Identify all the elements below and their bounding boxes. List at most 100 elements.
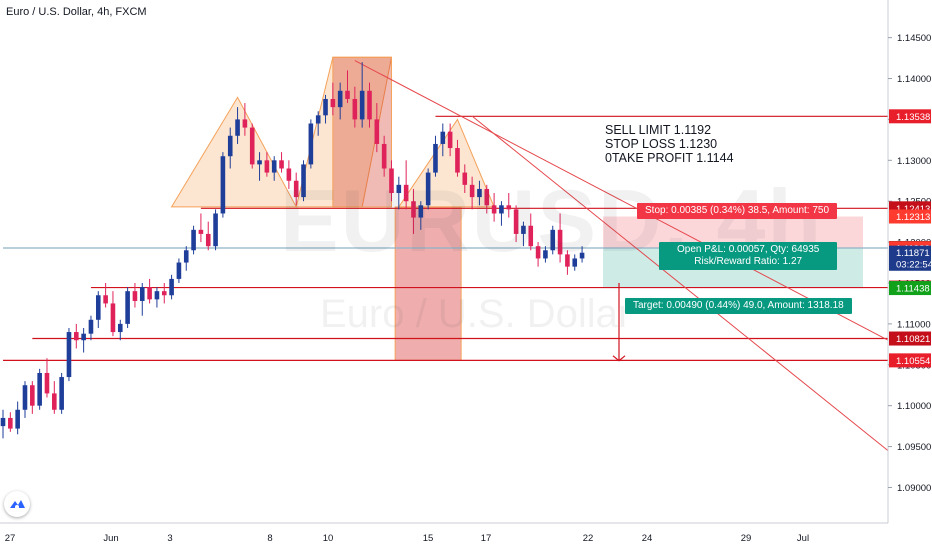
candle-body: [535, 246, 541, 259]
candle-body: [286, 168, 292, 181]
candle-body: [557, 229, 563, 255]
time-tick-label: 27: [5, 533, 16, 544]
candle-body: [198, 229, 204, 234]
candle-body: [44, 372, 50, 394]
pnl-box[interactable]: Open P&L: 0.00057, Qty: 64935 Risk/Rewar…: [659, 242, 838, 270]
candle-body: [264, 160, 270, 173]
candle-body: [139, 287, 145, 301]
watermark-name: Euro / U.S. Dollar: [320, 292, 632, 336]
candle-body: [381, 143, 387, 169]
price-label-bg: [889, 245, 931, 260]
price-label: 1.10554: [896, 356, 930, 367]
price-label: 1.11438: [896, 284, 930, 295]
price-tick-label: 1.13000: [897, 156, 931, 167]
time-tick-label: Jul: [797, 533, 809, 544]
note-line-stop-loss: STOP LOSS 1.1230: [605, 137, 718, 151]
candle-body: [308, 123, 314, 165]
price-tick-label: 1.10000: [897, 401, 931, 412]
candle-body: [103, 295, 108, 304]
candle-body: [484, 188, 490, 206]
price-label-bg: [889, 209, 931, 224]
candle-body: [191, 229, 196, 251]
candle-body: [389, 168, 394, 194]
candle-body: [235, 119, 240, 136]
candle-body: [52, 393, 57, 410]
candle-body: [359, 90, 365, 120]
time-tick-label: 15: [423, 533, 434, 544]
time-tick-label: 10: [323, 533, 334, 544]
candle-body: [117, 323, 123, 333]
note-line-take-profit: 0TAKE PROFIT 1.1144: [605, 151, 734, 165]
candle-body: [543, 250, 548, 259]
trend-line-lower: [471, 115, 889, 452]
candle-body: [528, 225, 534, 247]
price-label-bg: [889, 331, 931, 346]
candle-body: [176, 262, 182, 279]
time-tick-label: 3: [167, 533, 172, 544]
candle-body: [337, 90, 343, 108]
price-label: 1.12313: [896, 212, 930, 223]
candle-body: [345, 90, 350, 99]
candle-body: [396, 184, 402, 194]
candle-body: [411, 201, 416, 218]
candle-body: [513, 209, 519, 234]
candle-body: [323, 98, 328, 116]
candle-body: [242, 119, 248, 128]
candle-body: [279, 160, 284, 169]
left-shoulder-triangle: [170, 96, 298, 208]
candle-body: [257, 160, 262, 165]
candle-body: [8, 417, 13, 429]
price-label: 1.11871: [896, 248, 930, 259]
candle-body: [565, 254, 570, 267]
time-axis-bg: [0, 523, 932, 550]
target-label[interactable]: Target: 0.00490 (0.44%) 49.0, Amount: 13…: [625, 298, 852, 314]
candle-body: [315, 115, 321, 124]
candle-body: [521, 225, 526, 234]
candle-body: [81, 333, 86, 341]
price-axis-bg: [888, 0, 932, 550]
candle-body: [330, 98, 336, 108]
candle-body: [169, 278, 174, 296]
price-label: 1.13538: [896, 112, 930, 123]
candle-body: [66, 332, 72, 378]
time-tick-label: 29: [741, 533, 752, 544]
price-label-bg: [889, 109, 931, 124]
candle-body: [469, 184, 475, 198]
candle-body: [183, 250, 189, 263]
time-tick-label: 22: [583, 533, 594, 544]
candle-body: [374, 119, 380, 144]
candle-body: [30, 385, 35, 406]
candle-body: [0, 417, 6, 427]
candle-body: [227, 135, 233, 157]
candle-body: [499, 205, 504, 214]
candle-body: [154, 291, 160, 300]
candle-body: [462, 172, 468, 185]
price-label: 1.12413: [896, 204, 930, 215]
candle-body: [433, 143, 438, 173]
trade-note: SELL LIMIT 1.1192 STOP LOSS 1.1230 0TAKE…: [605, 123, 734, 165]
price-label: 1.10821: [896, 334, 930, 345]
price-tick-label: 1.11000: [897, 319, 931, 330]
candle-body: [161, 291, 167, 296]
tradingview-logo-icon[interactable]: [4, 491, 30, 517]
candle-body: [572, 258, 578, 267]
candle-body: [418, 205, 424, 218]
stop-label[interactable]: Stop: 0.00385 (0.34%) 38.5, Amount: 750: [637, 203, 838, 219]
candle-body: [293, 180, 299, 198]
candle-body: [132, 291, 138, 301]
candle-body: [95, 295, 101, 320]
time-tick-label: Jun: [103, 533, 118, 544]
candle-body: [74, 332, 79, 341]
price-tick-label: 1.09000: [897, 483, 931, 494]
candle-body: [403, 184, 409, 202]
target-arrow-head: [612, 355, 626, 362]
candle-body: [220, 156, 226, 214]
chart-title: Euro / U.S. Dollar, 4h, FXCM: [6, 6, 147, 18]
price-label: 03:22:54: [896, 259, 932, 270]
candle-body: [271, 160, 277, 173]
trend-line-upper: [354, 60, 889, 341]
price-label-bg: [889, 256, 931, 271]
candle-body: [59, 377, 64, 410]
candle-body: [367, 90, 372, 120]
